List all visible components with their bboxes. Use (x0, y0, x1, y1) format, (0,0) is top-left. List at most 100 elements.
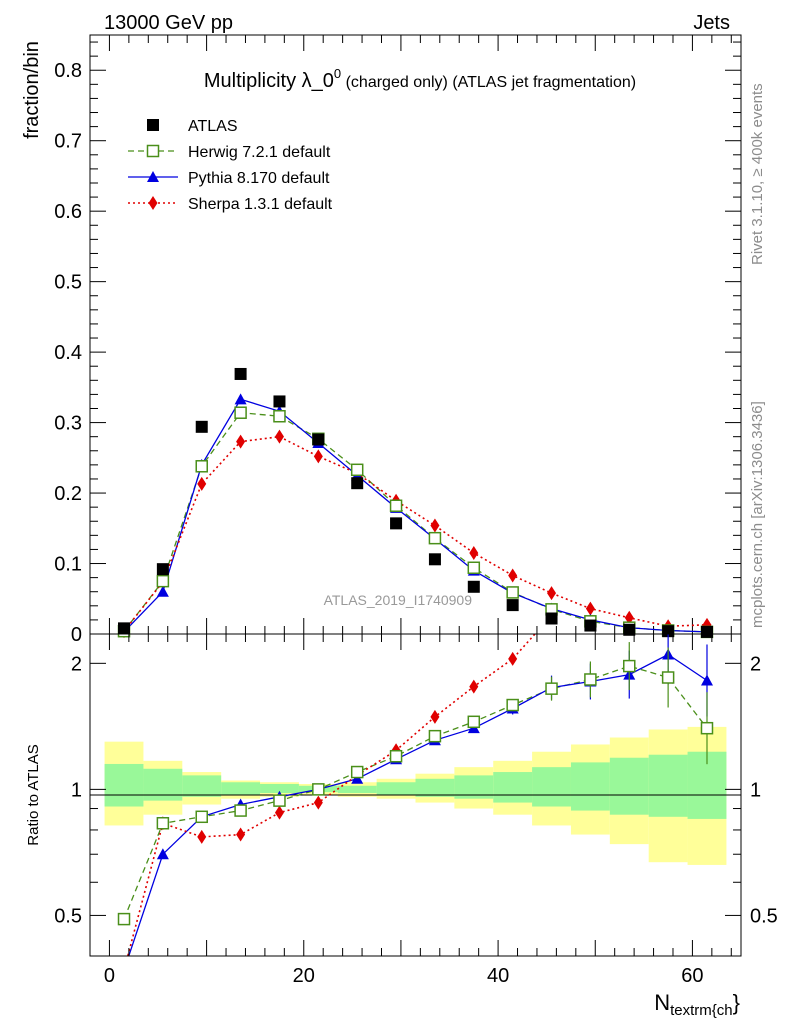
point-atlas (234, 367, 247, 380)
rivet-version-label: Rivet 3.1.10, ≥ 400k events (749, 83, 766, 265)
ratio-point-sherpa (508, 651, 518, 666)
point-pythia (156, 585, 169, 597)
plot-title-sup: 0 (334, 66, 341, 81)
x-tick-label: 60 (681, 965, 703, 987)
ratio-y-tick-label: 2 (71, 653, 82, 675)
point-herwig (506, 586, 519, 599)
ratio-line-sherpa (126, 634, 537, 956)
ratio-point-herwig (195, 810, 208, 824)
main-ylabel: fraction/bin (21, 41, 43, 139)
ratio-point-herwig (428, 729, 442, 743)
ratio-point-herwig (700, 721, 714, 735)
legend-label-herwig: Herwig 7.2.1 default (188, 144, 331, 161)
point-atlas (700, 625, 713, 638)
point-herwig (156, 574, 170, 588)
ratio-ylabel: Ratio to ATLAS (25, 744, 42, 845)
y-tick-label: 0 (71, 624, 82, 646)
ratio-point-herwig (623, 659, 636, 673)
plot-title: Multiplicity λ_00 (charged only) (ATLAS … (204, 66, 636, 92)
point-sherpa (547, 586, 557, 601)
point-atlas (623, 623, 636, 636)
ratio-line-pythia (128, 653, 708, 956)
main-panel: 0 0.1 0.2 0.3 0.4 0.5 0.6 0.7 0.8 ATLAS_2019_I17… (21, 34, 742, 646)
x-tick-label: 0 (104, 965, 115, 987)
point-sherpa (469, 545, 479, 560)
ratio-point-herwig (234, 804, 247, 817)
ratio-point-sherpa (197, 829, 207, 844)
point-sherpa (313, 449, 323, 464)
x-tick-label: 40 (487, 965, 509, 987)
ratio-point-herwig (506, 698, 519, 712)
ratio-panel: 0 20 40 60 0.5 0.5 1 1 2 2 Ratio to ATLAS (25, 633, 778, 987)
header-energy: 13000 GeV pp (104, 12, 233, 34)
y-tick-label: 0.1 (54, 554, 82, 576)
ratio-point-herwig (467, 715, 481, 729)
point-atlas (545, 612, 558, 625)
band_inner-bin (182, 775, 222, 797)
ratio-point-pythia (700, 674, 713, 686)
y-tick-label: 0.2 (54, 483, 82, 505)
point-herwig (273, 409, 286, 423)
point-atlas (118, 622, 131, 635)
legend-label-pythia: Pythia 8.170 default (188, 170, 330, 187)
point-sherpa (430, 518, 440, 533)
legend-label-atlas: ATLAS (188, 118, 238, 135)
point-sherpa (508, 568, 518, 583)
main-series (117, 367, 714, 639)
band_inner-bin (493, 772, 533, 803)
plot-title-main: Multiplicity λ_0 (204, 70, 334, 92)
ratio-y-tick-label-right: 0.5 (750, 905, 778, 927)
point-herwig (389, 499, 403, 512)
point-atlas (390, 517, 403, 530)
y-tick-label: 0.5 (54, 272, 82, 294)
ratio-point-herwig (661, 671, 675, 684)
point-sherpa (585, 601, 595, 616)
point-atlas (312, 433, 325, 446)
band_inner-bin (454, 775, 494, 799)
y-tick-label: 0.3 (54, 413, 82, 435)
point-herwig (234, 406, 247, 419)
point-sherpa (236, 434, 246, 449)
ratio-point-herwig (117, 912, 131, 926)
ratio-y-tick-label: 0.5 (54, 905, 82, 927)
point-herwig (428, 531, 442, 545)
ratio-panel-frame (89, 633, 742, 957)
point-atlas (584, 619, 597, 632)
y-tick-label: 0.8 (54, 60, 82, 82)
point-herwig (467, 561, 481, 575)
band_inner-bin (104, 763, 144, 807)
legend-marker-pythia (147, 171, 159, 182)
ratio-point-sherpa (274, 805, 284, 820)
legend-marker-sherpa (148, 196, 158, 210)
band_inner-bin (570, 762, 610, 811)
ratio-point-sherpa (313, 795, 323, 810)
ratio-point-pythia (156, 848, 169, 860)
y-tick-label: 0.6 (54, 201, 82, 223)
point-herwig (195, 460, 208, 473)
point-atlas (467, 580, 480, 593)
ratio-point-herwig (545, 682, 558, 695)
point-sherpa (197, 476, 207, 491)
point-sherpa (624, 610, 634, 625)
x-axis-label-sub: textrm{ch (670, 1002, 733, 1019)
ratio-point-sherpa (469, 679, 479, 694)
analysis-watermark: ATLAS_2019_I1740909 (324, 592, 473, 608)
ratio-point-sherpa (430, 709, 440, 724)
point-pythia (234, 393, 247, 405)
x-axis-label-main: N (654, 990, 670, 1015)
header-jets: Jets (693, 12, 730, 34)
ratio-point-herwig (584, 673, 597, 686)
point-atlas (428, 553, 441, 566)
y-tick-label: 0.4 (54, 342, 82, 364)
ratio-point-sherpa (236, 827, 246, 842)
point-atlas (273, 395, 286, 408)
ratio-y-tick-label-right: 2 (750, 653, 761, 675)
band_inner-bin (143, 768, 183, 801)
legend-marker-atlas (147, 119, 159, 131)
legend-marker-herwig (146, 144, 160, 158)
ratio-point-herwig (156, 817, 170, 830)
mcplots-label: mcplots.cern.ch [arXiv:1306.3436] (749, 401, 766, 628)
ratio-point-herwig (389, 749, 403, 763)
plot-title-suffix: (charged only) (ATLAS jet fragmentation) (341, 74, 636, 91)
point-sherpa (274, 429, 284, 444)
